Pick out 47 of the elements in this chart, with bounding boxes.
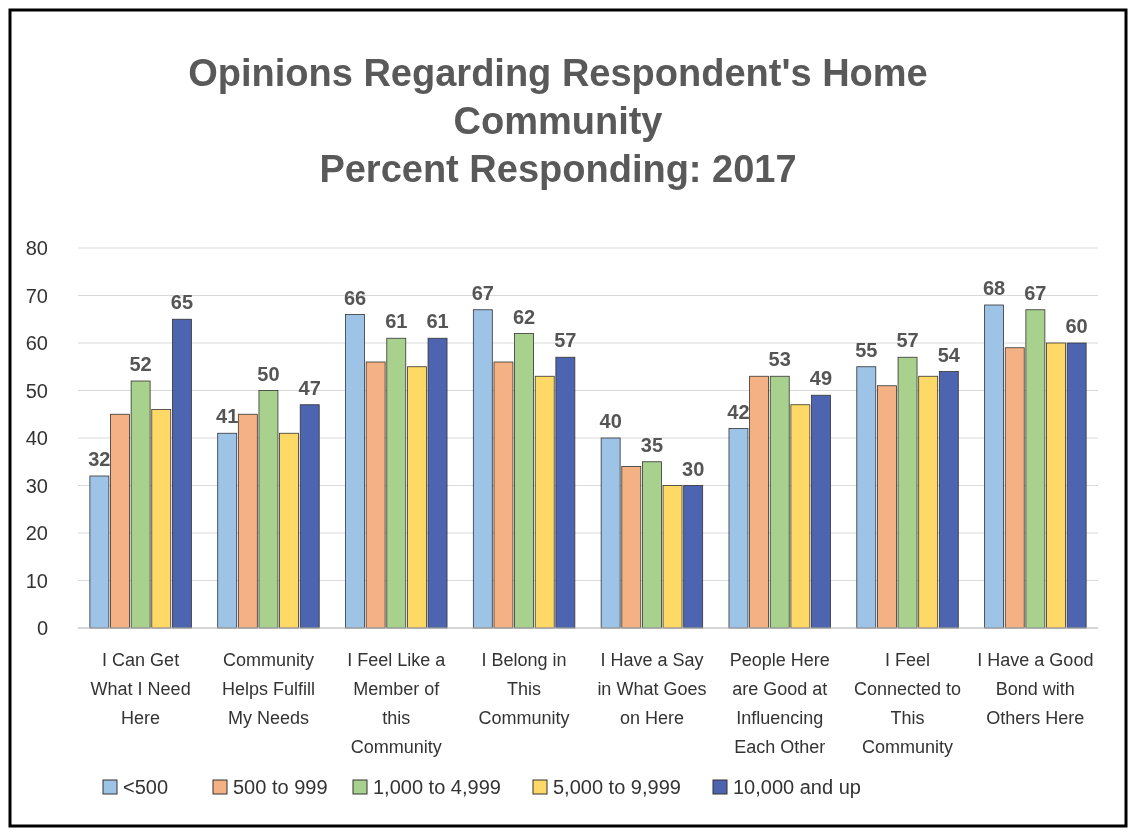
- legend-label: 10,000 and up: [733, 776, 861, 798]
- data-label: 61: [385, 310, 408, 333]
- data-label: 30: [682, 457, 705, 480]
- legend-label: <500: [123, 776, 169, 798]
- legend-label: 500 to 999: [233, 776, 328, 798]
- data-label: 60: [1065, 315, 1088, 337]
- data-label: 57: [554, 329, 577, 352]
- x-tick-label: I Belong in This Community: [478, 650, 570, 728]
- chart-title: Opinions Regarding Respondent's Home Community Percent Responding: 2017: [188, 52, 928, 190]
- y-tick-label: 70: [25, 284, 48, 307]
- data-label: 55: [855, 338, 878, 361]
- data-label: 67: [1024, 281, 1047, 304]
- x-tick-label: I Have a Say in What Goes on Here: [597, 650, 707, 728]
- x-tick-label: I Feel Connected to This Community: [854, 650, 962, 757]
- data-label: 57: [896, 329, 919, 352]
- y-tick-label: 30: [25, 474, 48, 497]
- data-label: 50: [257, 362, 280, 385]
- data-label: 62: [512, 305, 536, 328]
- legend-label: 5,000 to 9,999: [553, 776, 681, 798]
- x-tick-label: People Here are Good at Influencing Each Other: [729, 650, 830, 757]
- data-label: 65: [170, 291, 194, 314]
- y-tick-label: 40: [25, 427, 48, 449]
- x-tick-label: I Can Get What I Need Here: [90, 650, 191, 728]
- data-label: 32: [88, 448, 111, 470]
- y-tick-label: 10: [25, 569, 48, 592]
- data-label: 53: [768, 348, 791, 371]
- y-tick-label: 80: [25, 237, 48, 259]
- x-tick-label: I Feel Like a Member of this Community: [347, 650, 447, 757]
- y-tick-label: 20: [25, 522, 48, 544]
- data-label: 41: [216, 405, 239, 428]
- data-label: 68: [982, 277, 1006, 299]
- data-label: 49: [809, 367, 833, 390]
- data-label: 67: [471, 281, 494, 304]
- data-label: 40: [599, 410, 622, 432]
- data-label: 42: [727, 400, 750, 423]
- data-label: 35: [640, 433, 664, 456]
- y-tick-label: 50: [25, 379, 48, 402]
- data-label: 66: [343, 286, 367, 309]
- x-tick-label: Community Helps Fulfill My Needs: [221, 650, 315, 728]
- legend-label: 1,000 to 4,999: [373, 776, 501, 798]
- data-label: 54: [937, 343, 961, 366]
- y-tick-label: 60: [25, 332, 48, 354]
- data-label: 47: [298, 376, 321, 399]
- x-tick-label: I Have a Good Bond with Others Here: [977, 650, 1094, 728]
- y-tick-label: 0: [36, 617, 48, 639]
- data-label: 61: [426, 310, 449, 333]
- data-label: 52: [129, 353, 152, 375]
